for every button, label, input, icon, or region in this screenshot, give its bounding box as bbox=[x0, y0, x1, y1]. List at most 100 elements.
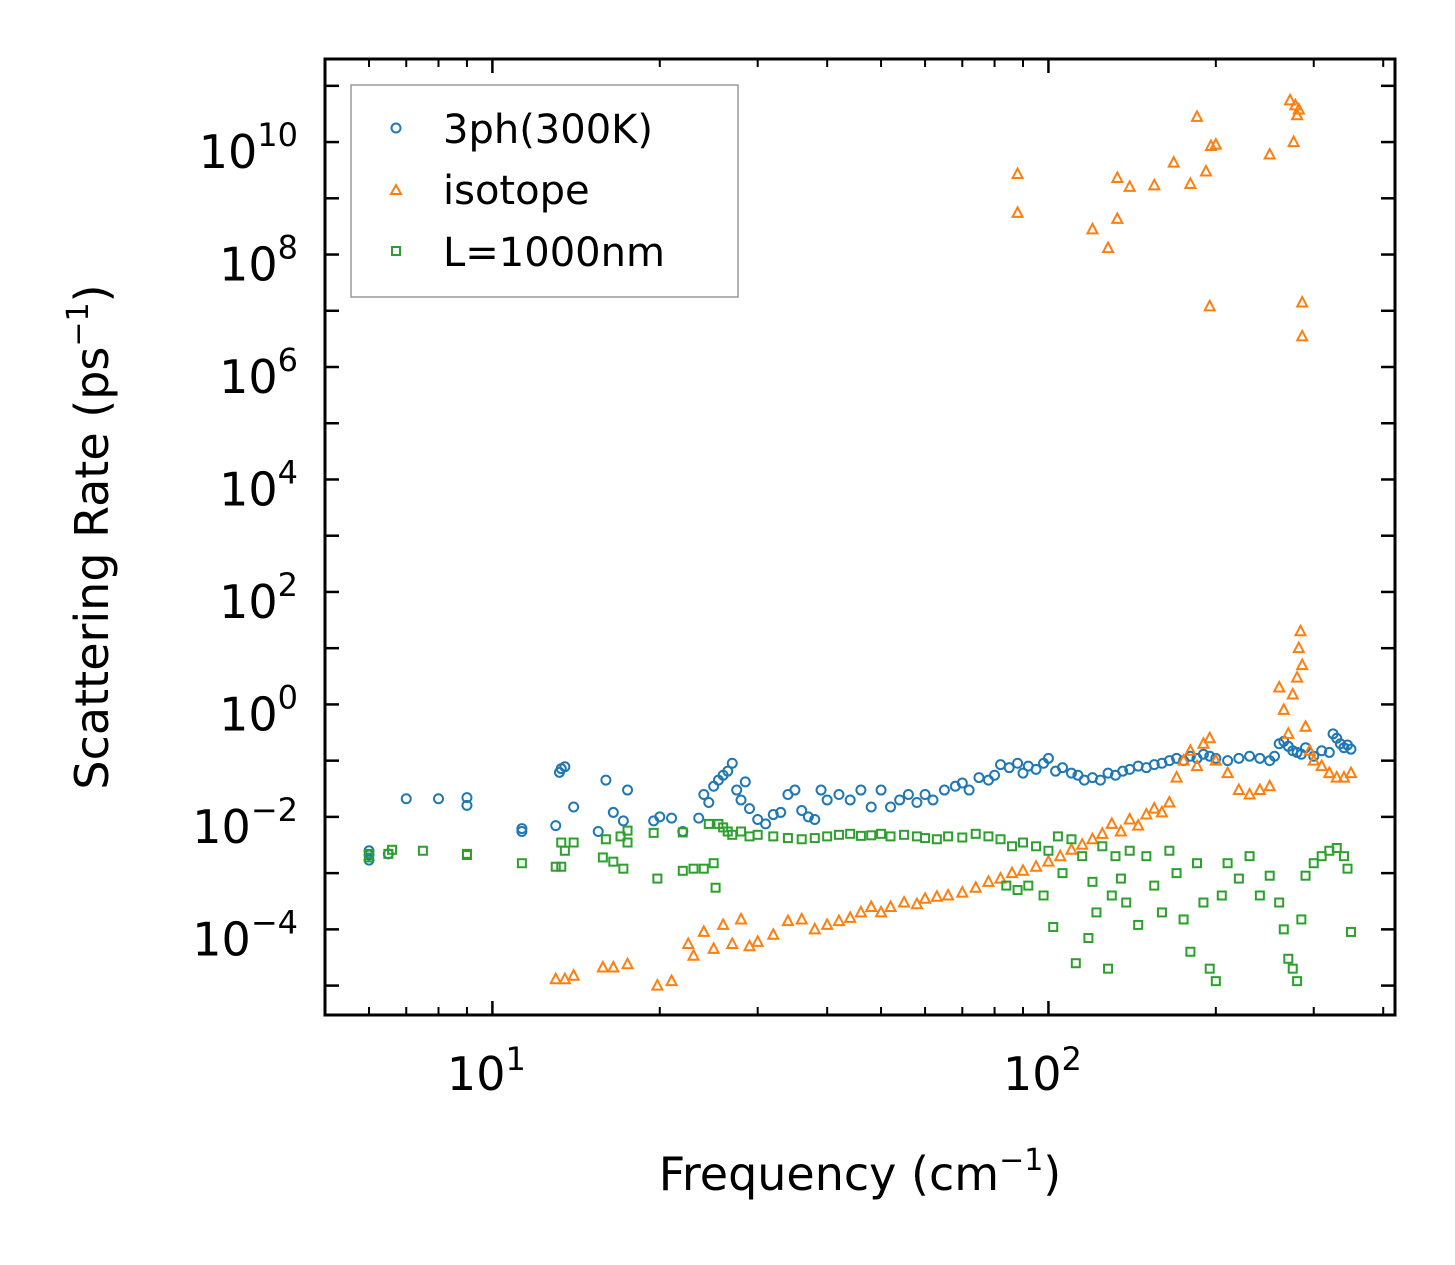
data-point-boundary bbox=[1204, 963, 1215, 974]
y-tick-label-exp: −2 bbox=[251, 791, 298, 829]
plot-frame bbox=[323, 57, 1397, 1017]
data-point-boundary bbox=[461, 848, 472, 859]
data-point-isotope bbox=[1263, 146, 1277, 160]
legend-label-boundary: L=1000nm bbox=[443, 230, 665, 276]
data-point-isotope bbox=[549, 971, 563, 985]
x-tick-label-exp: 1 bbox=[505, 1040, 525, 1078]
data-point-isotope bbox=[1199, 163, 1213, 177]
data-point-isotope bbox=[930, 889, 944, 902]
data-point-boundary bbox=[1300, 870, 1311, 881]
data-point-isotope bbox=[1085, 221, 1100, 235]
data-point-isotope bbox=[1330, 769, 1344, 783]
data-point-3ph bbox=[1003, 762, 1015, 774]
data-point-3ph bbox=[622, 784, 634, 796]
data-point-3ph bbox=[760, 818, 772, 830]
data-point-3ph bbox=[731, 784, 743, 796]
data-point-boundary bbox=[622, 837, 633, 848]
data-point-isotope bbox=[606, 959, 620, 973]
legend-marker-isotope bbox=[389, 182, 403, 195]
data-point-isotope bbox=[1293, 623, 1308, 637]
data-point-isotope bbox=[1295, 657, 1309, 671]
data-point-3ph bbox=[973, 772, 985, 784]
data-point-boundary bbox=[708, 858, 719, 869]
data-point-3ph bbox=[1012, 757, 1024, 769]
y-tick-label: 104 bbox=[219, 453, 298, 516]
data-point-3ph bbox=[911, 797, 923, 809]
data-point-boundary bbox=[1264, 870, 1275, 881]
data-point-isotope bbox=[620, 956, 635, 970]
data-point-3ph bbox=[1184, 750, 1196, 762]
data-point-boundary bbox=[1308, 858, 1319, 869]
data-point-isotope bbox=[1169, 769, 1184, 783]
data-point-isotope bbox=[1155, 804, 1169, 818]
data-point-isotope bbox=[766, 927, 780, 940]
y-tick-label-exp: 4 bbox=[278, 453, 298, 491]
y-tick-label-base: 10 bbox=[219, 687, 278, 741]
data-point-boundary bbox=[1110, 851, 1121, 862]
data-point-boundary bbox=[652, 873, 663, 884]
data-point-boundary bbox=[1338, 851, 1349, 862]
data-point-3ph bbox=[726, 757, 738, 769]
data-point-boundary bbox=[1091, 907, 1102, 918]
y-tick-label-exp: 2 bbox=[278, 566, 298, 604]
data-point-3ph bbox=[703, 797, 715, 809]
data-point-boundary bbox=[1017, 837, 1028, 848]
data-point-boundary bbox=[809, 833, 820, 844]
data-point-boundary bbox=[1216, 890, 1227, 901]
data-point-3ph bbox=[1117, 765, 1129, 777]
data-point-boundary bbox=[752, 829, 763, 840]
data-point-boundary bbox=[866, 830, 877, 841]
data-point-isotope bbox=[558, 971, 572, 985]
data-point-3ph bbox=[1102, 767, 1114, 779]
y-tick-label-base: 10 bbox=[219, 238, 278, 292]
data-point-isotope bbox=[1147, 177, 1161, 191]
data-point-isotope bbox=[725, 936, 739, 949]
data-point-isotope bbox=[941, 887, 955, 901]
data-point-3ph bbox=[735, 794, 747, 806]
x-tick-label: 102 bbox=[1003, 1040, 1082, 1101]
data-point-3ph bbox=[592, 825, 604, 837]
legend-box bbox=[350, 84, 739, 298]
y-tick-label-exp: 8 bbox=[278, 229, 298, 267]
data-point-isotope bbox=[1203, 730, 1217, 744]
data-point-boundary bbox=[1210, 976, 1221, 987]
data-point-boundary bbox=[1083, 933, 1094, 944]
data-point-3ph bbox=[809, 813, 821, 825]
y-tick-label-exp: 6 bbox=[278, 341, 298, 379]
data-point-boundary bbox=[1292, 976, 1303, 987]
data-point-boundary bbox=[1031, 841, 1042, 852]
data-point-boundary bbox=[796, 834, 807, 845]
data-point-3ph bbox=[752, 813, 764, 825]
x-axis-title-suffix: ) bbox=[1043, 1147, 1061, 1201]
data-point-isotope bbox=[1075, 837, 1089, 850]
data-point-isotope bbox=[897, 894, 911, 908]
data-point-isotope bbox=[969, 880, 983, 893]
x-axis-title-text: Frequency (cm bbox=[659, 1147, 999, 1201]
data-point-boundary bbox=[1233, 873, 1244, 884]
data-point-3ph bbox=[722, 765, 734, 777]
data-point-boundary bbox=[995, 834, 1006, 845]
data-point-3ph bbox=[607, 806, 619, 818]
x-tick-label-base: 10 bbox=[447, 1047, 506, 1101]
data-point-3ph bbox=[927, 794, 939, 806]
data-point-isotope bbox=[1344, 765, 1358, 779]
data-point-isotope bbox=[820, 917, 834, 930]
data-point-isotope bbox=[1307, 753, 1321, 766]
data-point-3ph bbox=[1017, 767, 1029, 779]
y-tick-label-base: 10 bbox=[219, 462, 278, 516]
data-point-3ph bbox=[698, 789, 710, 801]
data-point-boundary bbox=[822, 831, 833, 842]
data-point-boundary bbox=[710, 882, 721, 893]
data-point-boundary bbox=[677, 827, 688, 838]
data-point-3ph bbox=[1222, 755, 1234, 767]
data-point-isotope bbox=[1010, 205, 1025, 218]
data-point-3ph bbox=[744, 803, 756, 815]
data-point-isotope bbox=[864, 899, 878, 912]
data-point-boundary bbox=[1077, 851, 1088, 862]
series-1 bbox=[549, 92, 1358, 991]
x-tick-label-base: 10 bbox=[1003, 1047, 1062, 1101]
data-point-isotope bbox=[681, 936, 695, 949]
data-point-isotope bbox=[1190, 109, 1204, 122]
data-point-isotope bbox=[993, 870, 1008, 884]
